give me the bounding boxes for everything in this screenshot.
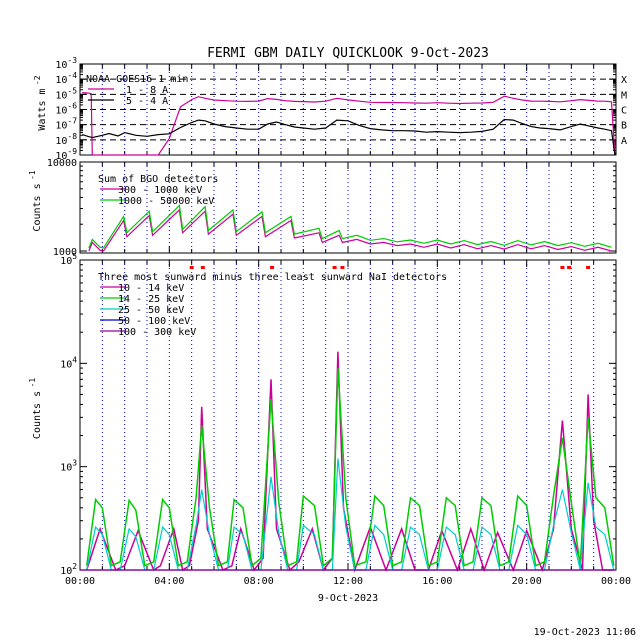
goes-class-label: X (621, 75, 627, 86)
legend-entry: 300 - 1000 keV (118, 185, 202, 196)
y-tick-exp: -7 (67, 117, 77, 126)
y-tick-exp: -8 (67, 132, 77, 141)
legend-title: Three most sunward minus three least sun… (98, 272, 447, 283)
x-tick-label: 12:00 (333, 576, 363, 587)
series-line-1 (82, 92, 616, 156)
flare-flag (567, 266, 572, 269)
goes-class-label: C (621, 106, 627, 117)
panel-2: 10000 1000 Counts s -1 Sum of BGO detectors3… (28, 158, 617, 258)
y-tick-label: 10 (55, 151, 67, 162)
x-tick-label: 08:00 (244, 576, 274, 587)
flare-flag (200, 266, 205, 269)
y-tick-exp: 4 (72, 355, 77, 364)
y-tick-exp: 2 (72, 562, 77, 571)
y-tick-exp: -9 (67, 147, 77, 156)
series-group (88, 204, 612, 252)
legend-entry: 1000 - 50000 keV (118, 196, 214, 207)
flare-flag (270, 266, 275, 269)
x-tick-label: 00:00 (65, 576, 95, 587)
x-axis-label: 9-Oct-2023 (318, 593, 378, 604)
goes-class-label: A (621, 136, 627, 147)
y-axis-label-exp: -2 (33, 75, 42, 85)
series-group (80, 351, 615, 573)
figure-title: FERMI GBM DAILY QUICKLOOK 9-Oct-2023 (207, 46, 489, 61)
y-tick-label: 1000 (53, 247, 77, 258)
y-axis-label-exp: -1 (28, 378, 37, 388)
y-tick-exp: 3 (72, 459, 77, 468)
y-tick-exp: 5 (72, 252, 77, 261)
series-group (82, 92, 616, 156)
y-tick-exp: -6 (67, 102, 77, 111)
flare-flag (586, 266, 591, 269)
y-tick-exp: -3 (67, 56, 77, 65)
y-tick-label: 10 (60, 256, 72, 267)
x-tick-label: 04:00 (154, 576, 184, 587)
y-tick-label: 10 (55, 60, 67, 71)
y-tick-label: 10 (60, 463, 72, 474)
legend-entry: 100 - 300 keV (118, 327, 196, 338)
legend-title: NOAA GOES16 1 min (86, 74, 188, 85)
legend-entry: 5 - 4 A (126, 96, 168, 107)
series-line-2 (88, 204, 612, 249)
flare-flag (560, 266, 565, 269)
series-line-2 (85, 368, 615, 568)
footer-timestamp: 19-Oct-2023 11:06 (534, 627, 636, 638)
y-tick-label: 10000 (47, 158, 77, 169)
x-tick-label: 00:00 (601, 576, 631, 587)
y-tick-exp: -5 (67, 86, 77, 95)
y-tick-exp: -4 (67, 71, 77, 80)
y-axis-label: Counts s -1 (28, 378, 43, 440)
y-axis-label-exp: -1 (28, 170, 37, 180)
series-line-3 (86, 458, 615, 571)
flare-flag (189, 266, 194, 269)
flare-flag (332, 266, 337, 269)
legend-entry: 1 - 8 A (126, 85, 168, 96)
x-tick-label: 16:00 (422, 576, 452, 587)
legend-title: Sum of BGO detectors (98, 174, 218, 185)
y-axis-label-text: Watts m (37, 88, 48, 130)
legend-entry: 10 - 14 keV (118, 283, 184, 294)
series-line-2 (82, 118, 616, 156)
y-tick-label: 10 (55, 121, 67, 132)
y-tick-label: 10 (60, 359, 72, 370)
y-tick-label: 10 (55, 90, 67, 101)
goes-class-label: B (621, 121, 627, 132)
y-tick-label: 10 (60, 566, 72, 577)
y-axis-label: Counts s -1 (28, 170, 43, 232)
y-tick-label: 10 (55, 75, 67, 86)
y-tick-label: 10 (55, 106, 67, 117)
y-tick-label: 10 (55, 136, 67, 147)
goes-class-label: M (621, 90, 627, 101)
y-axis-label-text: Counts s (32, 391, 43, 439)
series-line-1 (88, 208, 612, 252)
x-tick-label: 20:00 (512, 576, 542, 587)
y-axis-label: Watts m -2 (33, 75, 48, 130)
legend-entry: 50 - 100 keV (118, 316, 190, 327)
flare-flag (340, 266, 345, 269)
y-axis-label-text: Counts s (32, 183, 43, 231)
legend-entry: 25 - 50 keV (118, 305, 184, 316)
legend-entry: 14 - 25 keV (118, 294, 184, 305)
